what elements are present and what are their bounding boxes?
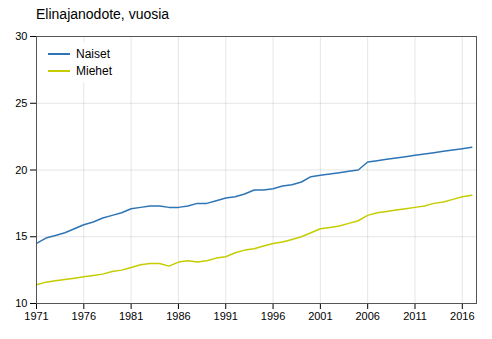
svg-text:25: 25 [15,97,27,109]
svg-text:2011: 2011 [403,310,427,322]
svg-text:10: 10 [15,297,27,309]
svg-text:2006: 2006 [355,310,379,322]
svg-text:2016: 2016 [450,310,474,322]
svg-text:1971: 1971 [24,310,48,322]
html-text:Elinajanodote, vuosia: Elinajanodote, vuosia [36,6,170,22]
svg-text:30: 30 [15,30,27,42]
html-text:Naiset: Naiset [76,47,110,61]
svg-text:1981: 1981 [119,310,143,322]
svg-text:1991: 1991 [214,310,238,322]
svg-text:20: 20 [15,164,27,176]
svg-text:1996: 1996 [261,310,285,322]
html-text:Miehet: Miehet [76,64,112,78]
svg-text:15: 15 [15,230,27,242]
svg-text:2001: 2001 [308,310,332,322]
svg-text:1976: 1976 [72,310,96,322]
svg-text:1986: 1986 [166,310,190,322]
